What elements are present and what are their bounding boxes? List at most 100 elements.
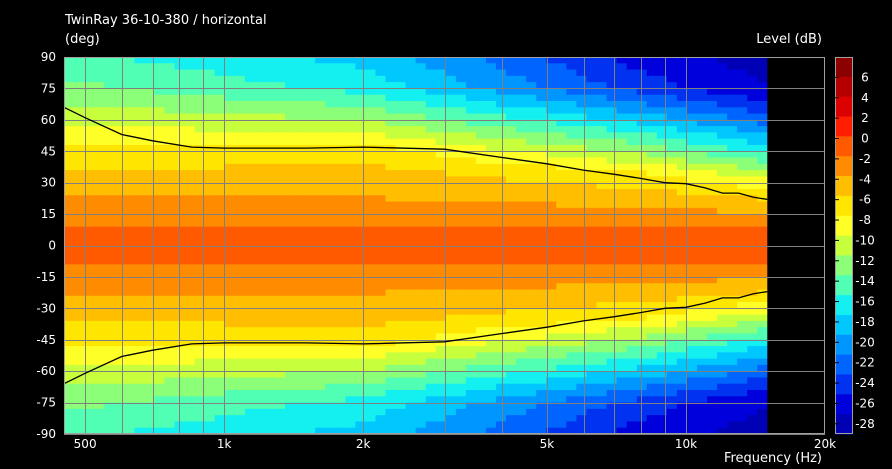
heatmap-cell xyxy=(465,251,477,259)
heatmap-cell xyxy=(666,352,678,360)
heatmap-cell xyxy=(244,352,256,360)
heatmap-cell xyxy=(305,396,316,404)
heatmap-cell xyxy=(114,295,125,303)
heatmap-cell xyxy=(234,126,246,133)
heatmap-cell xyxy=(646,100,658,108)
heatmap-cell xyxy=(526,364,537,372)
heatmap-cell xyxy=(506,283,517,291)
heatmap-cell xyxy=(124,427,135,435)
heatmap-cell xyxy=(94,427,105,435)
heatmap-cell xyxy=(124,333,135,341)
heatmap-cell xyxy=(737,295,748,303)
heatmap-cell xyxy=(64,289,75,297)
heatmap-cell xyxy=(686,408,698,416)
heatmap-cell xyxy=(114,126,125,133)
heatmap-cell xyxy=(707,57,718,64)
heatmap-cell xyxy=(606,220,618,228)
heatmap-cell xyxy=(274,188,286,196)
heatmap-cell xyxy=(84,157,95,165)
heatmap-cell xyxy=(325,94,336,102)
heatmap-cell xyxy=(707,220,718,228)
heatmap-cell xyxy=(395,63,407,71)
heatmap-cell xyxy=(144,207,156,215)
heatmap-cell xyxy=(114,94,125,102)
heatmap-cell xyxy=(134,427,145,435)
heatmap-cell xyxy=(415,258,427,265)
heatmap-cell xyxy=(375,364,387,372)
heatmap-cell xyxy=(94,283,105,291)
heatmap-cell xyxy=(295,57,306,64)
heatmap-cell xyxy=(365,239,377,247)
heatmap-cell xyxy=(425,182,437,190)
heatmap-cell xyxy=(375,289,387,297)
heatmap-cell xyxy=(656,57,668,64)
heatmap-cell xyxy=(717,289,728,297)
heatmap-cell xyxy=(305,314,316,322)
heatmap-cell xyxy=(455,333,467,341)
heatmap-cell xyxy=(164,314,176,322)
heatmap-cell xyxy=(375,201,387,209)
heatmap-cell xyxy=(234,308,246,316)
heatmap-cell xyxy=(94,415,105,423)
heatmap-cell xyxy=(717,333,728,341)
heatmap-cell xyxy=(375,182,387,190)
heatmap-cell xyxy=(646,352,658,360)
heatmap-cell xyxy=(204,107,216,115)
heatmap-cell xyxy=(264,245,276,253)
heatmap-cell xyxy=(606,207,618,215)
heatmap-cell xyxy=(747,333,758,341)
heatmap-cell xyxy=(656,232,668,240)
heatmap-cell xyxy=(516,377,527,385)
heatmap-cell xyxy=(144,220,156,228)
heatmap-cell xyxy=(325,163,336,171)
heatmap-cell xyxy=(536,327,547,335)
heatmap-cell xyxy=(475,339,487,347)
heatmap-cell xyxy=(224,239,236,247)
heatmap-cell xyxy=(244,151,256,159)
heatmap-cell xyxy=(445,245,457,253)
heatmap-cell xyxy=(646,232,658,240)
heatmap-cell xyxy=(576,377,588,385)
heatmap-cell xyxy=(94,201,105,209)
heatmap-cell xyxy=(154,327,166,335)
heatmap-cell xyxy=(234,377,246,385)
heatmap-cell xyxy=(606,57,618,64)
heatmap-cell xyxy=(154,195,166,203)
heatmap-cell xyxy=(516,138,527,146)
heatmap-cell xyxy=(656,94,668,102)
heatmap-cell xyxy=(305,421,316,429)
heatmap-cell xyxy=(676,289,688,297)
heatmap-cell xyxy=(164,226,176,234)
heatmap-cell xyxy=(74,408,85,416)
heatmap-cell xyxy=(676,132,688,140)
heatmap-cell xyxy=(405,408,417,416)
heatmap-cell xyxy=(74,94,85,102)
heatmap-cell xyxy=(425,195,437,203)
heatmap-cell xyxy=(295,107,306,115)
heatmap-cell xyxy=(727,151,738,159)
heatmap-cell xyxy=(556,427,567,435)
heatmap-cell xyxy=(124,314,135,322)
heatmap-cell xyxy=(194,289,206,297)
heatmap-cell xyxy=(315,289,326,297)
heatmap-cell xyxy=(405,226,417,234)
heatmap-cell xyxy=(566,295,578,303)
heatmap-cell xyxy=(335,295,346,303)
heatmap-cell xyxy=(646,195,658,203)
heatmap-cell xyxy=(686,402,698,410)
heatmap-cell xyxy=(425,207,437,215)
heatmap-cell xyxy=(134,289,145,297)
heatmap-cell xyxy=(707,258,718,265)
heatmap-cell xyxy=(184,188,196,196)
heatmap-cell xyxy=(345,88,356,96)
heatmap-cell xyxy=(566,276,578,284)
heatmap-cell xyxy=(475,327,487,335)
heatmap-cell xyxy=(455,69,467,77)
heatmap-cell xyxy=(465,100,477,108)
heatmap-cell xyxy=(254,119,266,127)
heatmap-cell xyxy=(707,182,718,190)
heatmap-cell xyxy=(325,333,336,341)
heatmap-cell xyxy=(395,314,407,322)
colorbar-tick-label: 2 xyxy=(861,111,869,125)
heatmap-cell xyxy=(254,352,266,360)
